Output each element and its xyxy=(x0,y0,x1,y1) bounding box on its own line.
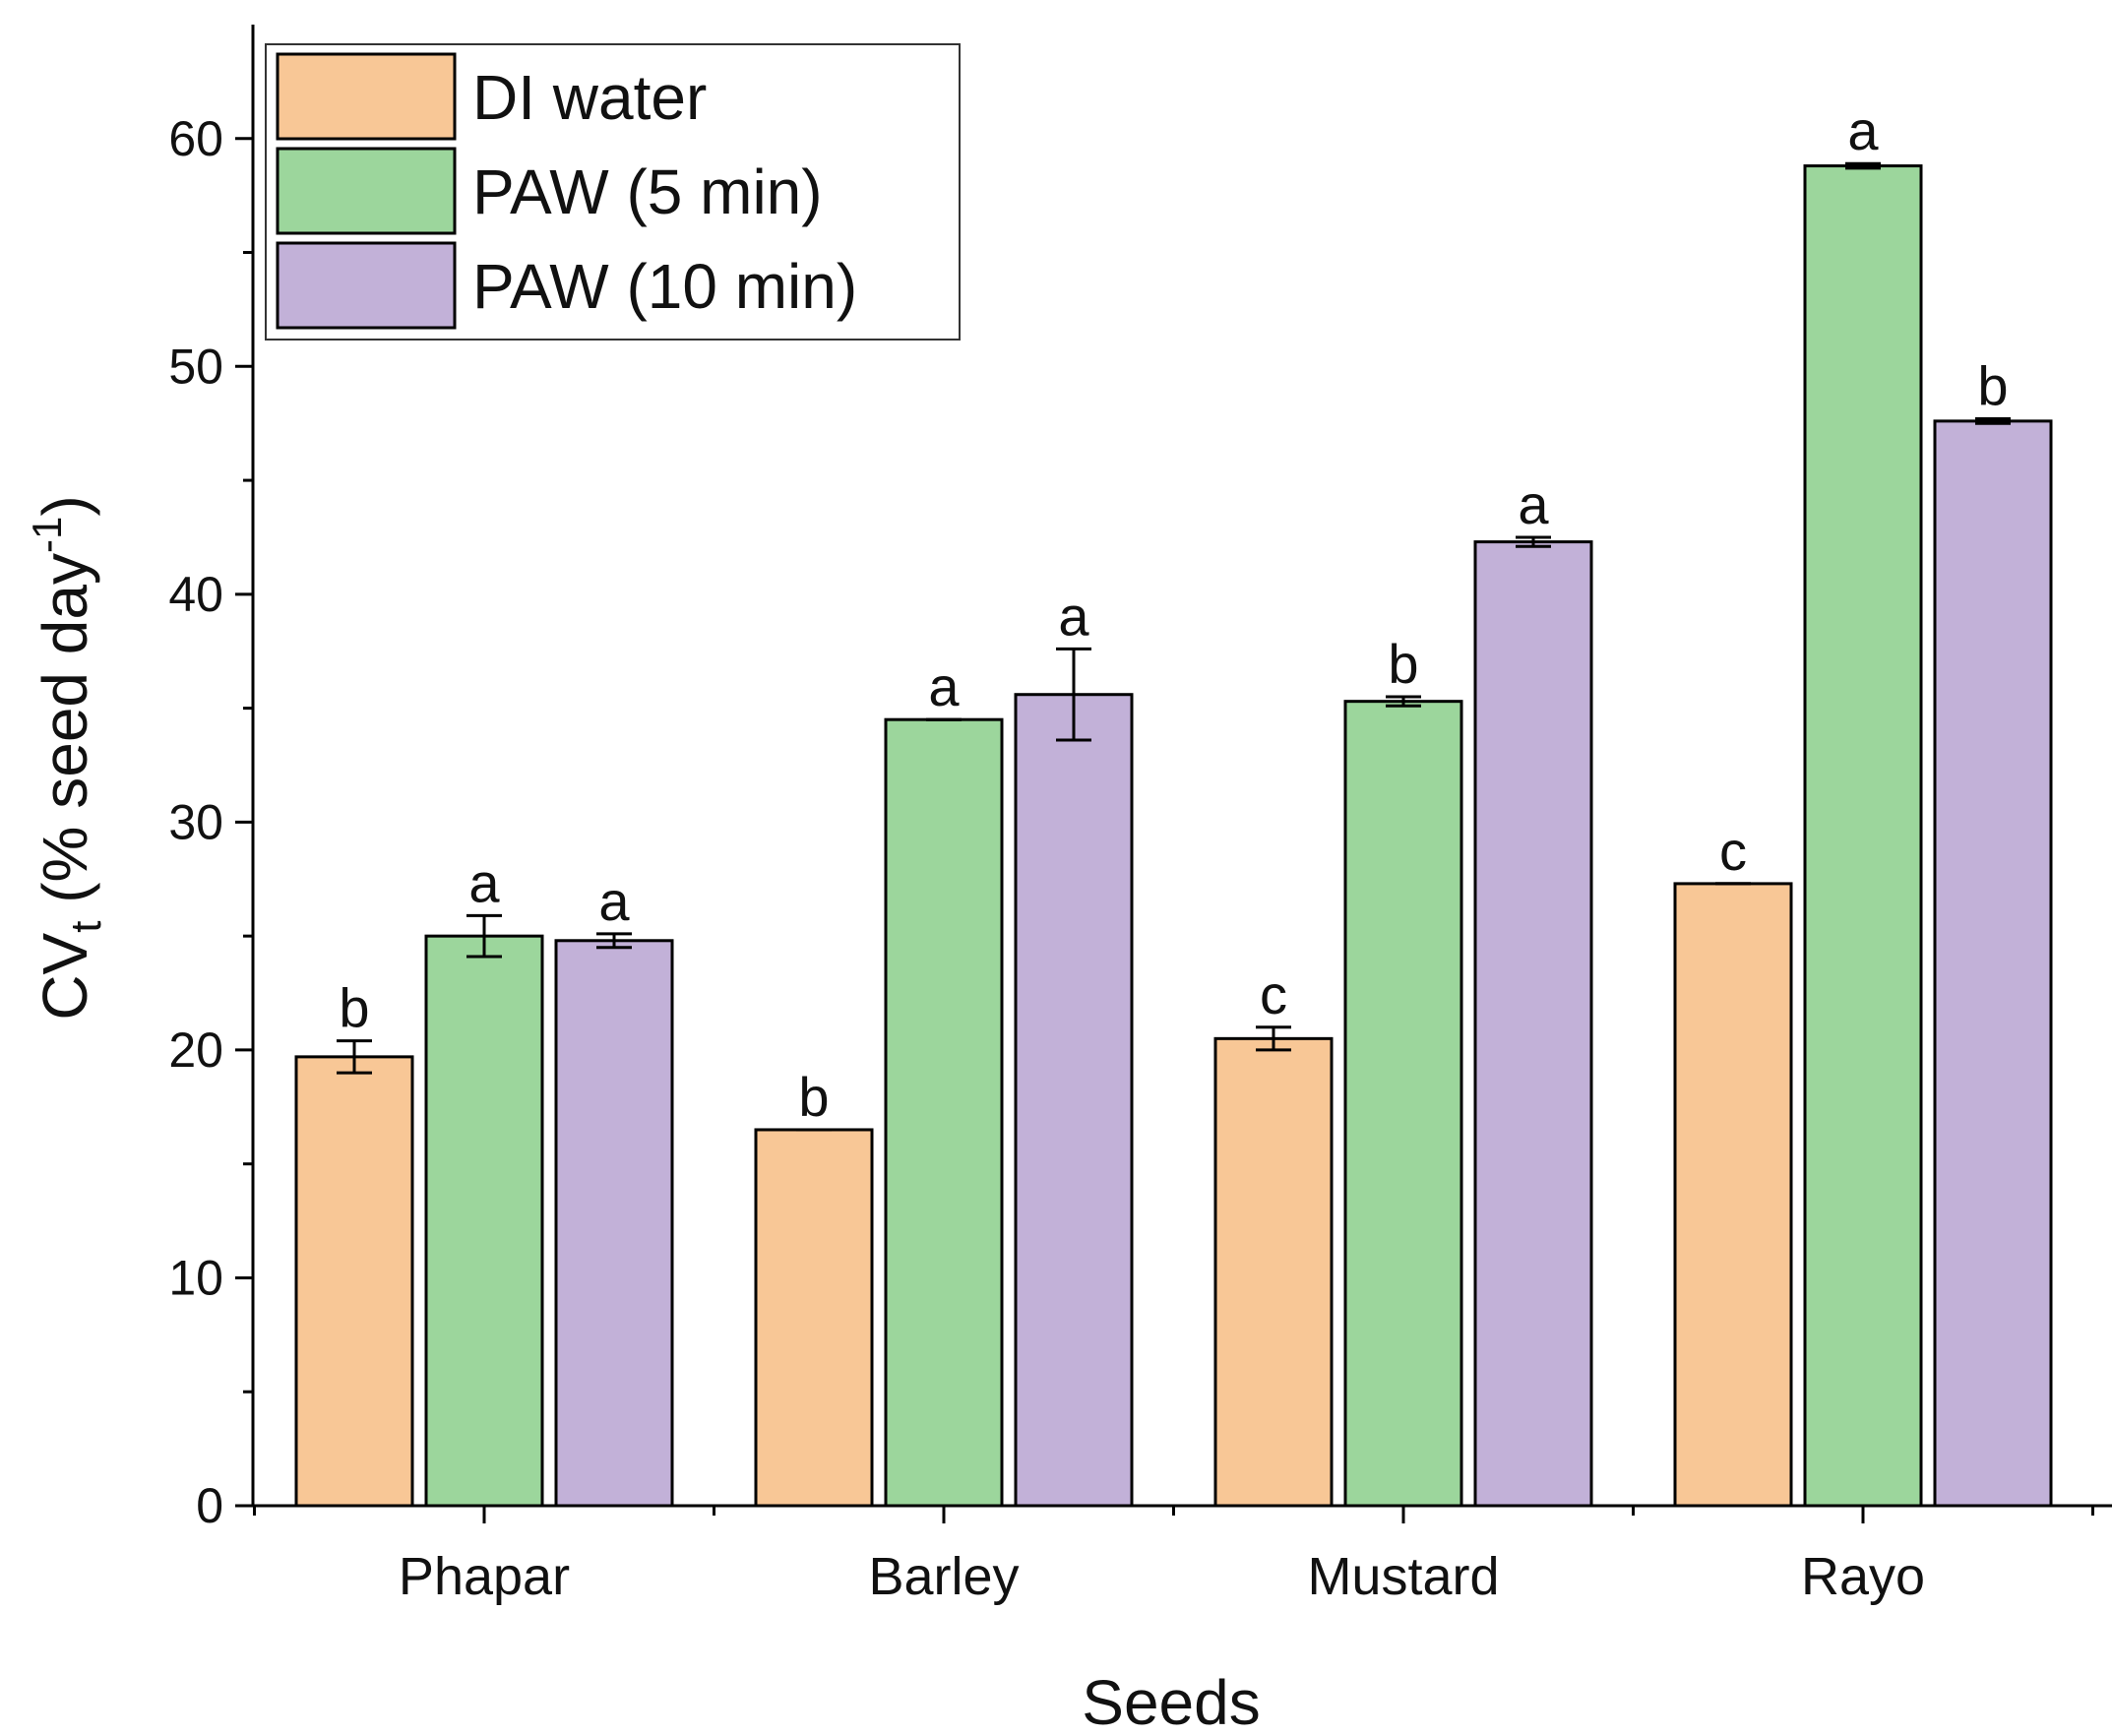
bar-phapar-series-1 xyxy=(424,934,544,1508)
bar-mustard-series-2 xyxy=(1473,540,1593,1508)
legend-swatch xyxy=(276,241,457,330)
x-tick-label: Barley xyxy=(868,1547,1019,1606)
significance-letter: a xyxy=(598,870,630,932)
bar-barley-series-1 xyxy=(884,717,1004,1508)
significance-letter: a xyxy=(468,851,500,913)
axes-group: 0 10 20 30 40 50 60 Phapar Barley Mustard Rayo xyxy=(168,25,2112,1606)
y-tick-label: 50 xyxy=(168,339,223,394)
error-bar xyxy=(337,1039,372,1075)
significance-letter: b xyxy=(798,1066,829,1128)
bar-rayo-series-0 xyxy=(1673,882,1793,1508)
y-tick-label: 0 xyxy=(196,1478,223,1533)
bar-phapar-series-2 xyxy=(554,939,674,1508)
legend-swatch xyxy=(276,147,457,235)
x-tick-label: Phapar xyxy=(399,1547,570,1606)
legend-label: DI water xyxy=(472,62,707,133)
x-tick-label: Rayo xyxy=(1801,1547,1925,1606)
significance-letter: b xyxy=(339,977,369,1039)
legend: DI water PAW (5 min) PAW (10 min) xyxy=(265,43,961,341)
error-bar xyxy=(1845,161,1881,170)
bar-rayo-series-1 xyxy=(1803,164,1923,1508)
error-bar xyxy=(596,932,632,950)
significance-letter: a xyxy=(928,655,960,717)
error-bar xyxy=(1056,647,1091,742)
legend-label: PAW (10 min) xyxy=(472,251,857,322)
legend-label: PAW (5 min) xyxy=(472,156,823,227)
significance-letter: b xyxy=(1388,633,1418,695)
bar-phapar-series-0 xyxy=(294,1055,414,1508)
y-tick-label: 10 xyxy=(168,1250,223,1305)
bar-mustard-series-1 xyxy=(1343,700,1463,1508)
x-axis-title: Seeds xyxy=(1082,1667,1260,1736)
significance-letter: a xyxy=(1518,473,1549,535)
error-bar xyxy=(1975,417,2011,425)
y-axis-title: CVt (% seed day-1) xyxy=(24,495,110,1020)
bar-mustard-series-0 xyxy=(1213,1036,1334,1508)
bar-barley-series-2 xyxy=(1014,693,1134,1508)
bars-group: b b c c a a b a a a a b xyxy=(294,99,2053,1508)
y-tick-label: 40 xyxy=(168,567,223,622)
bar-rayo-series-2 xyxy=(1933,419,2053,1508)
significance-letter: c xyxy=(1260,963,1287,1025)
significance-letter: b xyxy=(1977,355,2008,417)
legend-swatch xyxy=(276,52,457,141)
y-tick-label: 30 xyxy=(168,794,223,849)
y-tick-label: 60 xyxy=(168,111,223,166)
error-bar xyxy=(466,913,502,959)
bar-barley-series-0 xyxy=(754,1128,874,1508)
significance-letter: a xyxy=(1847,99,1879,161)
significance-letter: c xyxy=(1719,820,1747,882)
x-tick-label: Mustard xyxy=(1307,1547,1499,1606)
significance-letter: a xyxy=(1058,585,1089,647)
error-bar xyxy=(1386,695,1421,708)
error-bar xyxy=(1516,535,1551,548)
y-tick-label: 20 xyxy=(168,1023,223,1078)
error-bar xyxy=(1256,1025,1291,1052)
